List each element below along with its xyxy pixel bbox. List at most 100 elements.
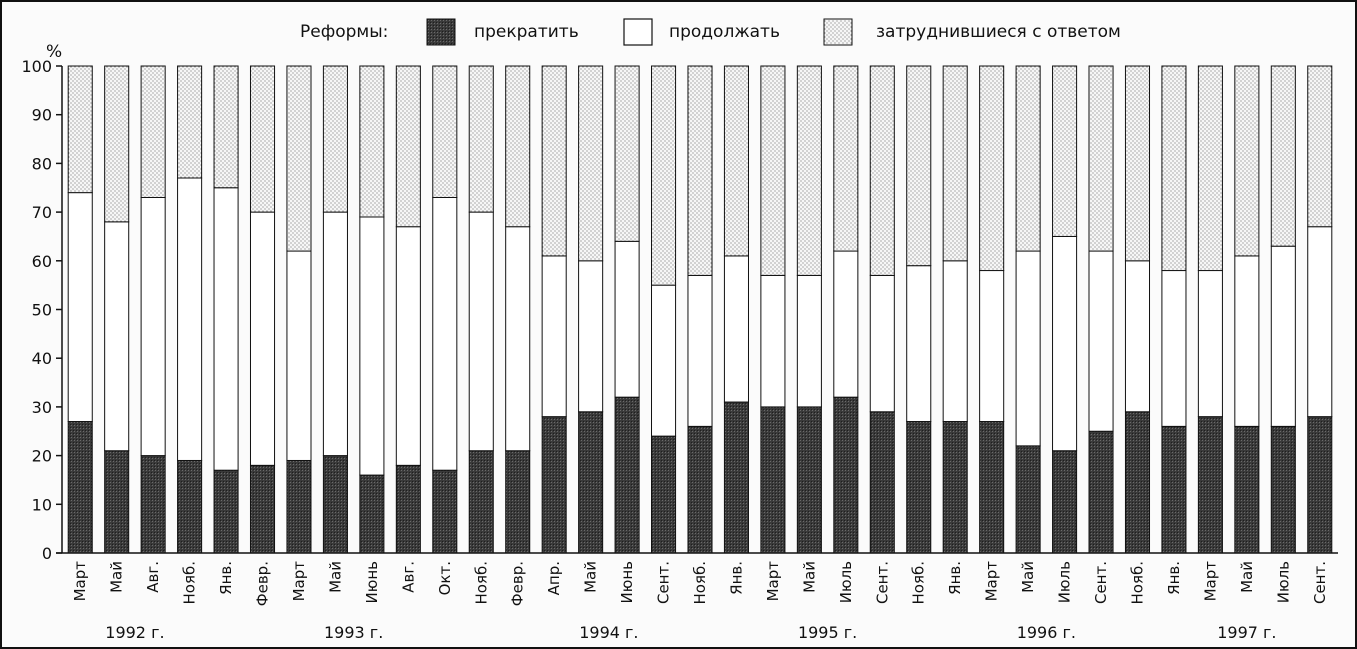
bar-segment-continue: [213, 187, 239, 471]
y-tick-label: 20: [32, 447, 52, 466]
bar-segment-undecided: [1052, 65, 1078, 237]
bar-segment-stop: [1161, 425, 1187, 554]
year-label: 1996 г.: [1017, 623, 1076, 642]
x-category-label: Сент.: [655, 561, 673, 604]
bar-segment-undecided: [1270, 65, 1296, 247]
bar-segment-continue: [760, 274, 786, 408]
x-category-label: Нояб.: [181, 561, 199, 605]
y-tick-label: 0: [42, 544, 52, 563]
bar-segment-stop: [723, 401, 749, 554]
bar-segment-continue: [1124, 260, 1151, 413]
year-label: 1993 г.: [324, 623, 383, 642]
bar-segment-stop: [833, 396, 859, 554]
bar-segment-stop: [249, 464, 276, 554]
bar-segment-continue: [395, 226, 421, 466]
bar-segment-continue: [942, 260, 968, 423]
bar-segment-stop: [942, 421, 968, 554]
bar-segment-undecided: [432, 65, 458, 198]
y-axis-ticks: 0 10 20 30 40 50 60 70 80 90 100: [21, 57, 62, 563]
bar-segment-stop: [1197, 416, 1223, 554]
legend-label-continue: продолжать: [669, 22, 780, 42]
bar-segment-undecided: [1088, 65, 1114, 252]
bar-segment-continue: [286, 250, 312, 461]
x-category-label: Сент.: [873, 561, 891, 604]
bar-segment-stop: [760, 406, 786, 554]
y-tick-label: 50: [32, 301, 52, 320]
bar-segment-undecided: [395, 65, 421, 228]
bar-segment-undecided: [140, 65, 166, 198]
bar-segment-continue: [979, 270, 1005, 423]
bar-segment-undecided: [942, 65, 968, 262]
bar-segment-undecided: [578, 65, 604, 262]
x-category-label: Март: [71, 561, 89, 602]
x-category-label: Апр.: [545, 561, 563, 595]
bar-segment-undecided: [1307, 65, 1333, 228]
bar-segment-stop: [1307, 416, 1333, 554]
legend-label-undecided: затруднившиеся с ответом: [876, 22, 1121, 42]
x-category-label: Янв.: [727, 561, 745, 595]
bar-segment-stop: [578, 411, 604, 554]
bar-segment-undecided: [687, 65, 713, 276]
bar-segment-undecided: [1197, 65, 1223, 272]
bar-segment-stop: [906, 421, 932, 554]
x-category-label: Янв.: [217, 561, 235, 595]
y-axis-unit: %: [46, 42, 62, 62]
x-category-label: Май: [1019, 561, 1037, 593]
x-category-label: Март: [764, 561, 782, 602]
y-tick-label: 60: [32, 252, 52, 271]
bar-segment-undecided: [651, 65, 677, 286]
legend: Реформы: прекратить продолжать затруднив…: [300, 18, 1121, 46]
bar-segment-continue: [322, 211, 348, 457]
x-category-label: Нояб.: [910, 561, 928, 605]
legend-label-stop: прекратить: [474, 22, 579, 42]
x-category-label: Сент.: [1092, 561, 1110, 604]
bar-segment-undecided: [322, 65, 348, 213]
bar-segment-stop: [468, 450, 494, 554]
bar-segment-continue: [1197, 270, 1223, 418]
year-label: 1994 г.: [579, 623, 638, 642]
x-category-label: Авг.: [399, 561, 417, 593]
bar-segment-stop: [1124, 411, 1151, 554]
y-tick-label: 30: [32, 398, 52, 417]
bar-segment-continue: [359, 216, 385, 476]
bar-segment-undecided: [104, 65, 130, 223]
bar-segment-continue: [651, 284, 677, 437]
x-category-label: Март: [1201, 561, 1219, 602]
bar-segment-continue: [177, 177, 203, 461]
legend-swatch-stop: [426, 18, 456, 46]
bar-segment-stop: [687, 425, 713, 554]
bar-segment-stop: [395, 464, 421, 554]
bar-segment-stop: [614, 396, 640, 554]
bar-segment-continue: [1161, 270, 1187, 427]
bar-segment-undecided: [979, 65, 1005, 272]
y-tick-label: 40: [32, 349, 52, 368]
bar-segment-continue: [468, 211, 494, 452]
bar-segment-continue: [723, 255, 749, 403]
x-category-label: Март: [983, 561, 1001, 602]
bar-segment-continue: [1234, 255, 1260, 427]
bar-segment-undecided: [541, 65, 567, 257]
x-category-label: Сент.: [1311, 561, 1329, 604]
x-category-label: Июнь: [363, 561, 381, 604]
x-category-label: Июль: [1274, 561, 1292, 603]
bars: [67, 65, 1333, 554]
bar-segment-continue: [796, 274, 822, 408]
bar-segment-stop: [869, 411, 895, 554]
bar-segment-stop: [140, 455, 166, 554]
x-category-label: Май: [582, 561, 600, 593]
bar-segment-undecided: [1234, 65, 1260, 257]
bar-segment-continue: [833, 250, 859, 398]
x-category-label: Июнь: [618, 561, 636, 604]
legend-swatch-undecided: [823, 18, 853, 46]
bar-segment-undecided: [213, 65, 239, 189]
year-label: 1995 г.: [798, 623, 857, 642]
x-category-label: Авг.: [144, 561, 162, 593]
x-category-label: Май: [108, 561, 126, 593]
x-category-label: Янв.: [946, 561, 964, 595]
bar-segment-undecided: [177, 65, 203, 179]
bar-segment-undecided: [869, 65, 895, 276]
x-category-label: Февр.: [509, 561, 527, 606]
x-category-label: Нояб.: [691, 561, 709, 605]
bar-segment-stop: [213, 469, 239, 554]
